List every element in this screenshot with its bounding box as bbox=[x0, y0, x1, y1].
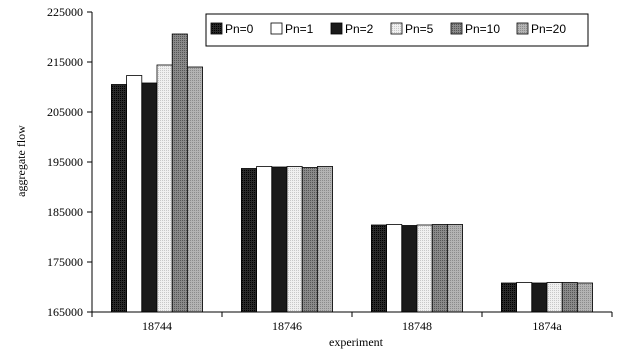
bar bbox=[316, 166, 333, 313]
bar bbox=[256, 166, 273, 313]
y-tick-label: 225000 bbox=[47, 5, 83, 19]
legend-items: Pn=0 Pn=1 Pn=2 Pn=5 Pn=10 Pn=20 bbox=[210, 22, 566, 36]
bar bbox=[561, 282, 578, 313]
legend-swatch bbox=[450, 22, 463, 35]
legend-label: Pn=10 bbox=[465, 22, 500, 36]
bar bbox=[156, 64, 173, 313]
bar bbox=[446, 224, 463, 313]
x-ticks-layer: 18744 18746 18748 1874a bbox=[91, 312, 613, 333]
y-ticks-layer: 165000 175000 185000 195000 205000 215000 2250… bbox=[47, 5, 92, 319]
x-tick-label: 18746 bbox=[272, 319, 302, 333]
bar bbox=[186, 66, 203, 313]
bar bbox=[141, 82, 158, 313]
bar bbox=[546, 282, 563, 313]
x-tick-label: 18748 bbox=[402, 319, 432, 333]
legend-label: Pn=0 bbox=[225, 22, 254, 36]
bar bbox=[577, 282, 594, 313]
bar bbox=[171, 33, 188, 313]
bar bbox=[401, 225, 418, 313]
legend-swatch bbox=[516, 22, 529, 35]
bar bbox=[271, 166, 288, 313]
bar bbox=[126, 75, 143, 313]
y-tick-label: 195000 bbox=[47, 155, 83, 169]
legend-swatch bbox=[390, 22, 403, 35]
y-tick-label: 185000 bbox=[47, 205, 83, 219]
bar bbox=[386, 224, 403, 313]
x-tick-label: 1874a bbox=[532, 319, 562, 333]
x-tick-label: 18744 bbox=[142, 319, 172, 333]
bar bbox=[111, 84, 128, 313]
legend-swatch bbox=[270, 22, 283, 35]
legend-label: Pn=20 bbox=[531, 22, 566, 36]
bar bbox=[370, 224, 387, 313]
legend-label: Pn=2 bbox=[345, 22, 374, 36]
bar bbox=[240, 168, 257, 313]
y-tick-label: 205000 bbox=[47, 105, 83, 119]
legend-label: Pn=5 bbox=[405, 22, 434, 36]
legend: Pn=0 Pn=1 Pn=2 Pn=5 Pn=10 Pn=20 bbox=[205, 13, 589, 47]
legend-swatch bbox=[210, 22, 223, 35]
y-axis-title: aggregate flow bbox=[14, 125, 28, 197]
bar bbox=[500, 282, 517, 313]
bar bbox=[431, 224, 448, 313]
bar bbox=[286, 166, 303, 313]
y-tick-label: 165000 bbox=[47, 305, 83, 319]
legend-label: Pn=1 bbox=[285, 22, 314, 36]
legend-swatch bbox=[330, 22, 343, 35]
y-tick-label: 175000 bbox=[47, 255, 83, 269]
y-tick-label: 215000 bbox=[47, 55, 83, 69]
bar bbox=[531, 282, 548, 313]
x-axis-title: experiment bbox=[329, 335, 384, 349]
bars-layer bbox=[111, 33, 594, 313]
bar bbox=[416, 224, 433, 313]
bar bbox=[516, 282, 533, 313]
bar bbox=[301, 167, 318, 313]
